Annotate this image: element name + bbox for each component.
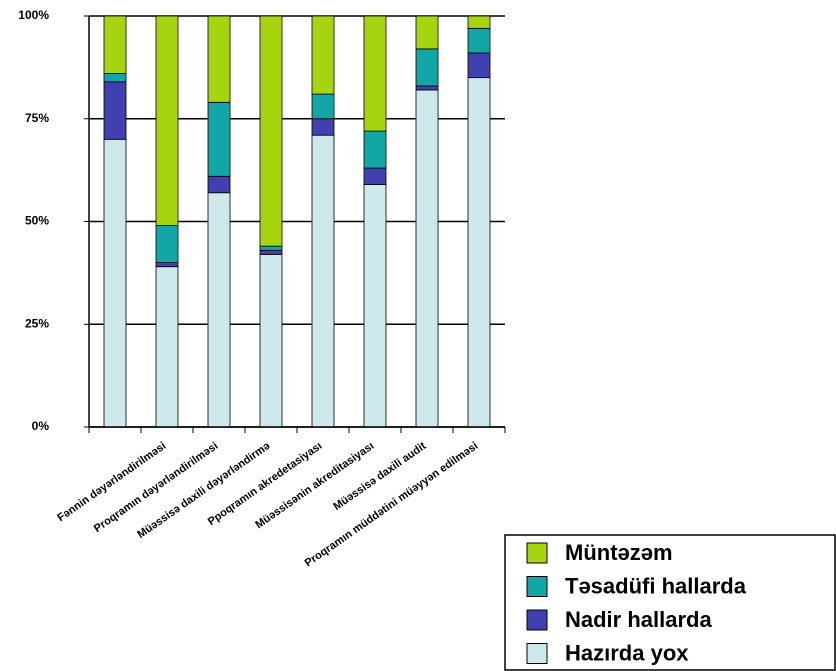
- bar-segment: [415, 85, 439, 91]
- bar-segment: [155, 15, 179, 227]
- bar-segment: [155, 266, 179, 428]
- legend-label: Hazırda yox: [565, 640, 689, 665]
- bar-segment: [311, 134, 335, 428]
- legend-label: Müntəzəm: [565, 540, 673, 565]
- bar-segment: [311, 93, 335, 120]
- bar-segment: [259, 245, 283, 251]
- y-tick-label: 25%: [25, 316, 49, 330]
- legend-swatch: [526, 609, 548, 631]
- bar-segment: [467, 15, 491, 29]
- y-tick-label: 0%: [32, 419, 50, 433]
- bar-segment: [155, 262, 179, 268]
- legend-swatch: [526, 643, 548, 664]
- bar-segment: [467, 77, 491, 428]
- bar-segment: [415, 15, 439, 50]
- bar-segment: [103, 73, 127, 83]
- legend-label: Nadir hallarda: [565, 607, 712, 632]
- bar-segment: [311, 118, 335, 136]
- bar-segment: [311, 15, 335, 95]
- bar-segment: [467, 27, 491, 54]
- bar-segment: [207, 15, 231, 103]
- bar-segment: [207, 101, 231, 177]
- bar-segment: [415, 89, 439, 428]
- bar-segment: [363, 15, 387, 132]
- bar-segment: [415, 48, 439, 87]
- bar-segment: [103, 81, 127, 140]
- bar-segment: [363, 130, 387, 169]
- y-tick-label: 100%: [18, 8, 49, 22]
- bar-segment: [103, 15, 127, 74]
- bar-segment: [155, 225, 179, 264]
- bar-segment: [207, 192, 231, 428]
- legend-box: [504, 534, 836, 671]
- legend-label: Təsadüfi hallarda: [565, 573, 747, 598]
- bar-segment: [259, 249, 283, 255]
- legend-swatch: [526, 576, 548, 597]
- y-tick-label: 75%: [25, 111, 49, 125]
- bar-segment: [363, 184, 387, 428]
- bar-segment: [467, 52, 491, 79]
- bar-segment: [259, 15, 283, 247]
- legend-swatch: [526, 542, 548, 564]
- bar-segment: [363, 167, 387, 185]
- bar-segment: [259, 253, 283, 428]
- bar-segment: [103, 138, 127, 428]
- y-tick-label: 50%: [25, 214, 49, 228]
- x-tick-label: Proqramın müddətini müəyyən edilməsi: [303, 440, 481, 569]
- x-tick-label: Müəssisə daxili audit: [331, 440, 428, 513]
- bar-segment: [207, 175, 231, 194]
